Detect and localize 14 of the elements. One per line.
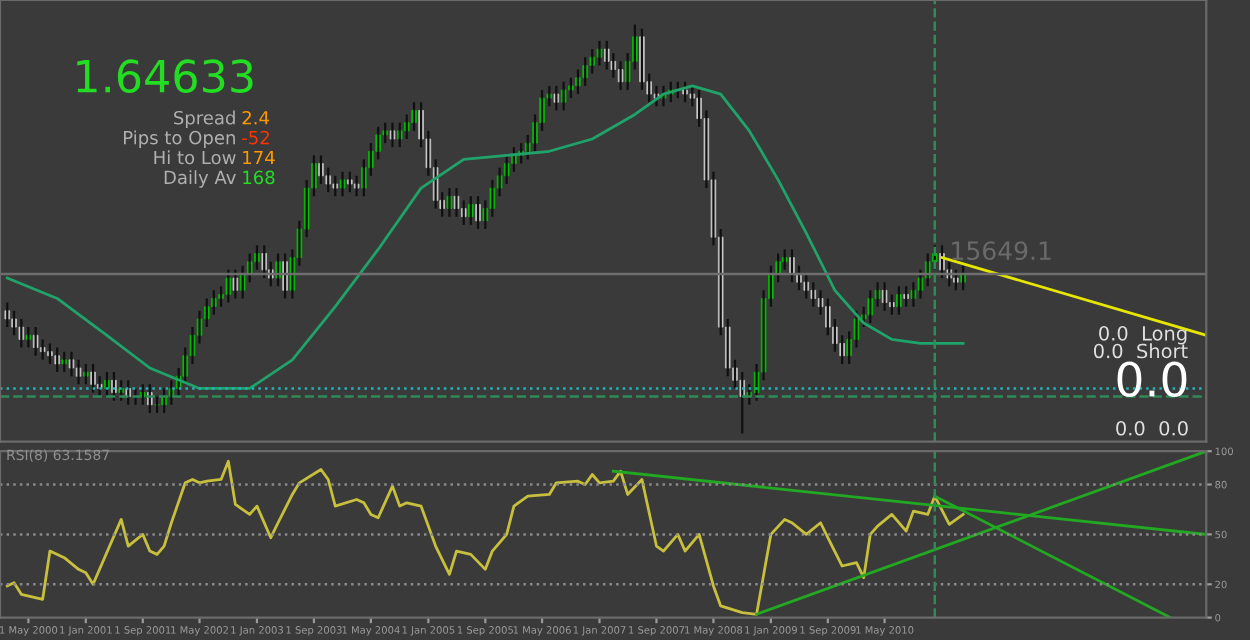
annotation: 2.4 (242, 110, 269, 125)
annotation: Pips to Open (124, 130, 235, 148)
annotation: 168 (243, 170, 275, 185)
annotation: 0.0 (1117, 361, 1187, 398)
annotation: Spread (174, 110, 235, 129)
annotation: 0.0 Short (1093, 343, 1188, 359)
annotation: 0.0 Long (1099, 325, 1187, 345)
annotation: Daily Av (164, 170, 236, 188)
annotation: Hi to Low (154, 150, 236, 165)
annotation: 174 (243, 150, 275, 165)
annotation: 1.64633 (77, 59, 253, 93)
annotation: -52 (242, 130, 269, 145)
annotation: 15649.1 (952, 241, 1051, 261)
annotation: 0.0 0.0 (1116, 420, 1188, 436)
